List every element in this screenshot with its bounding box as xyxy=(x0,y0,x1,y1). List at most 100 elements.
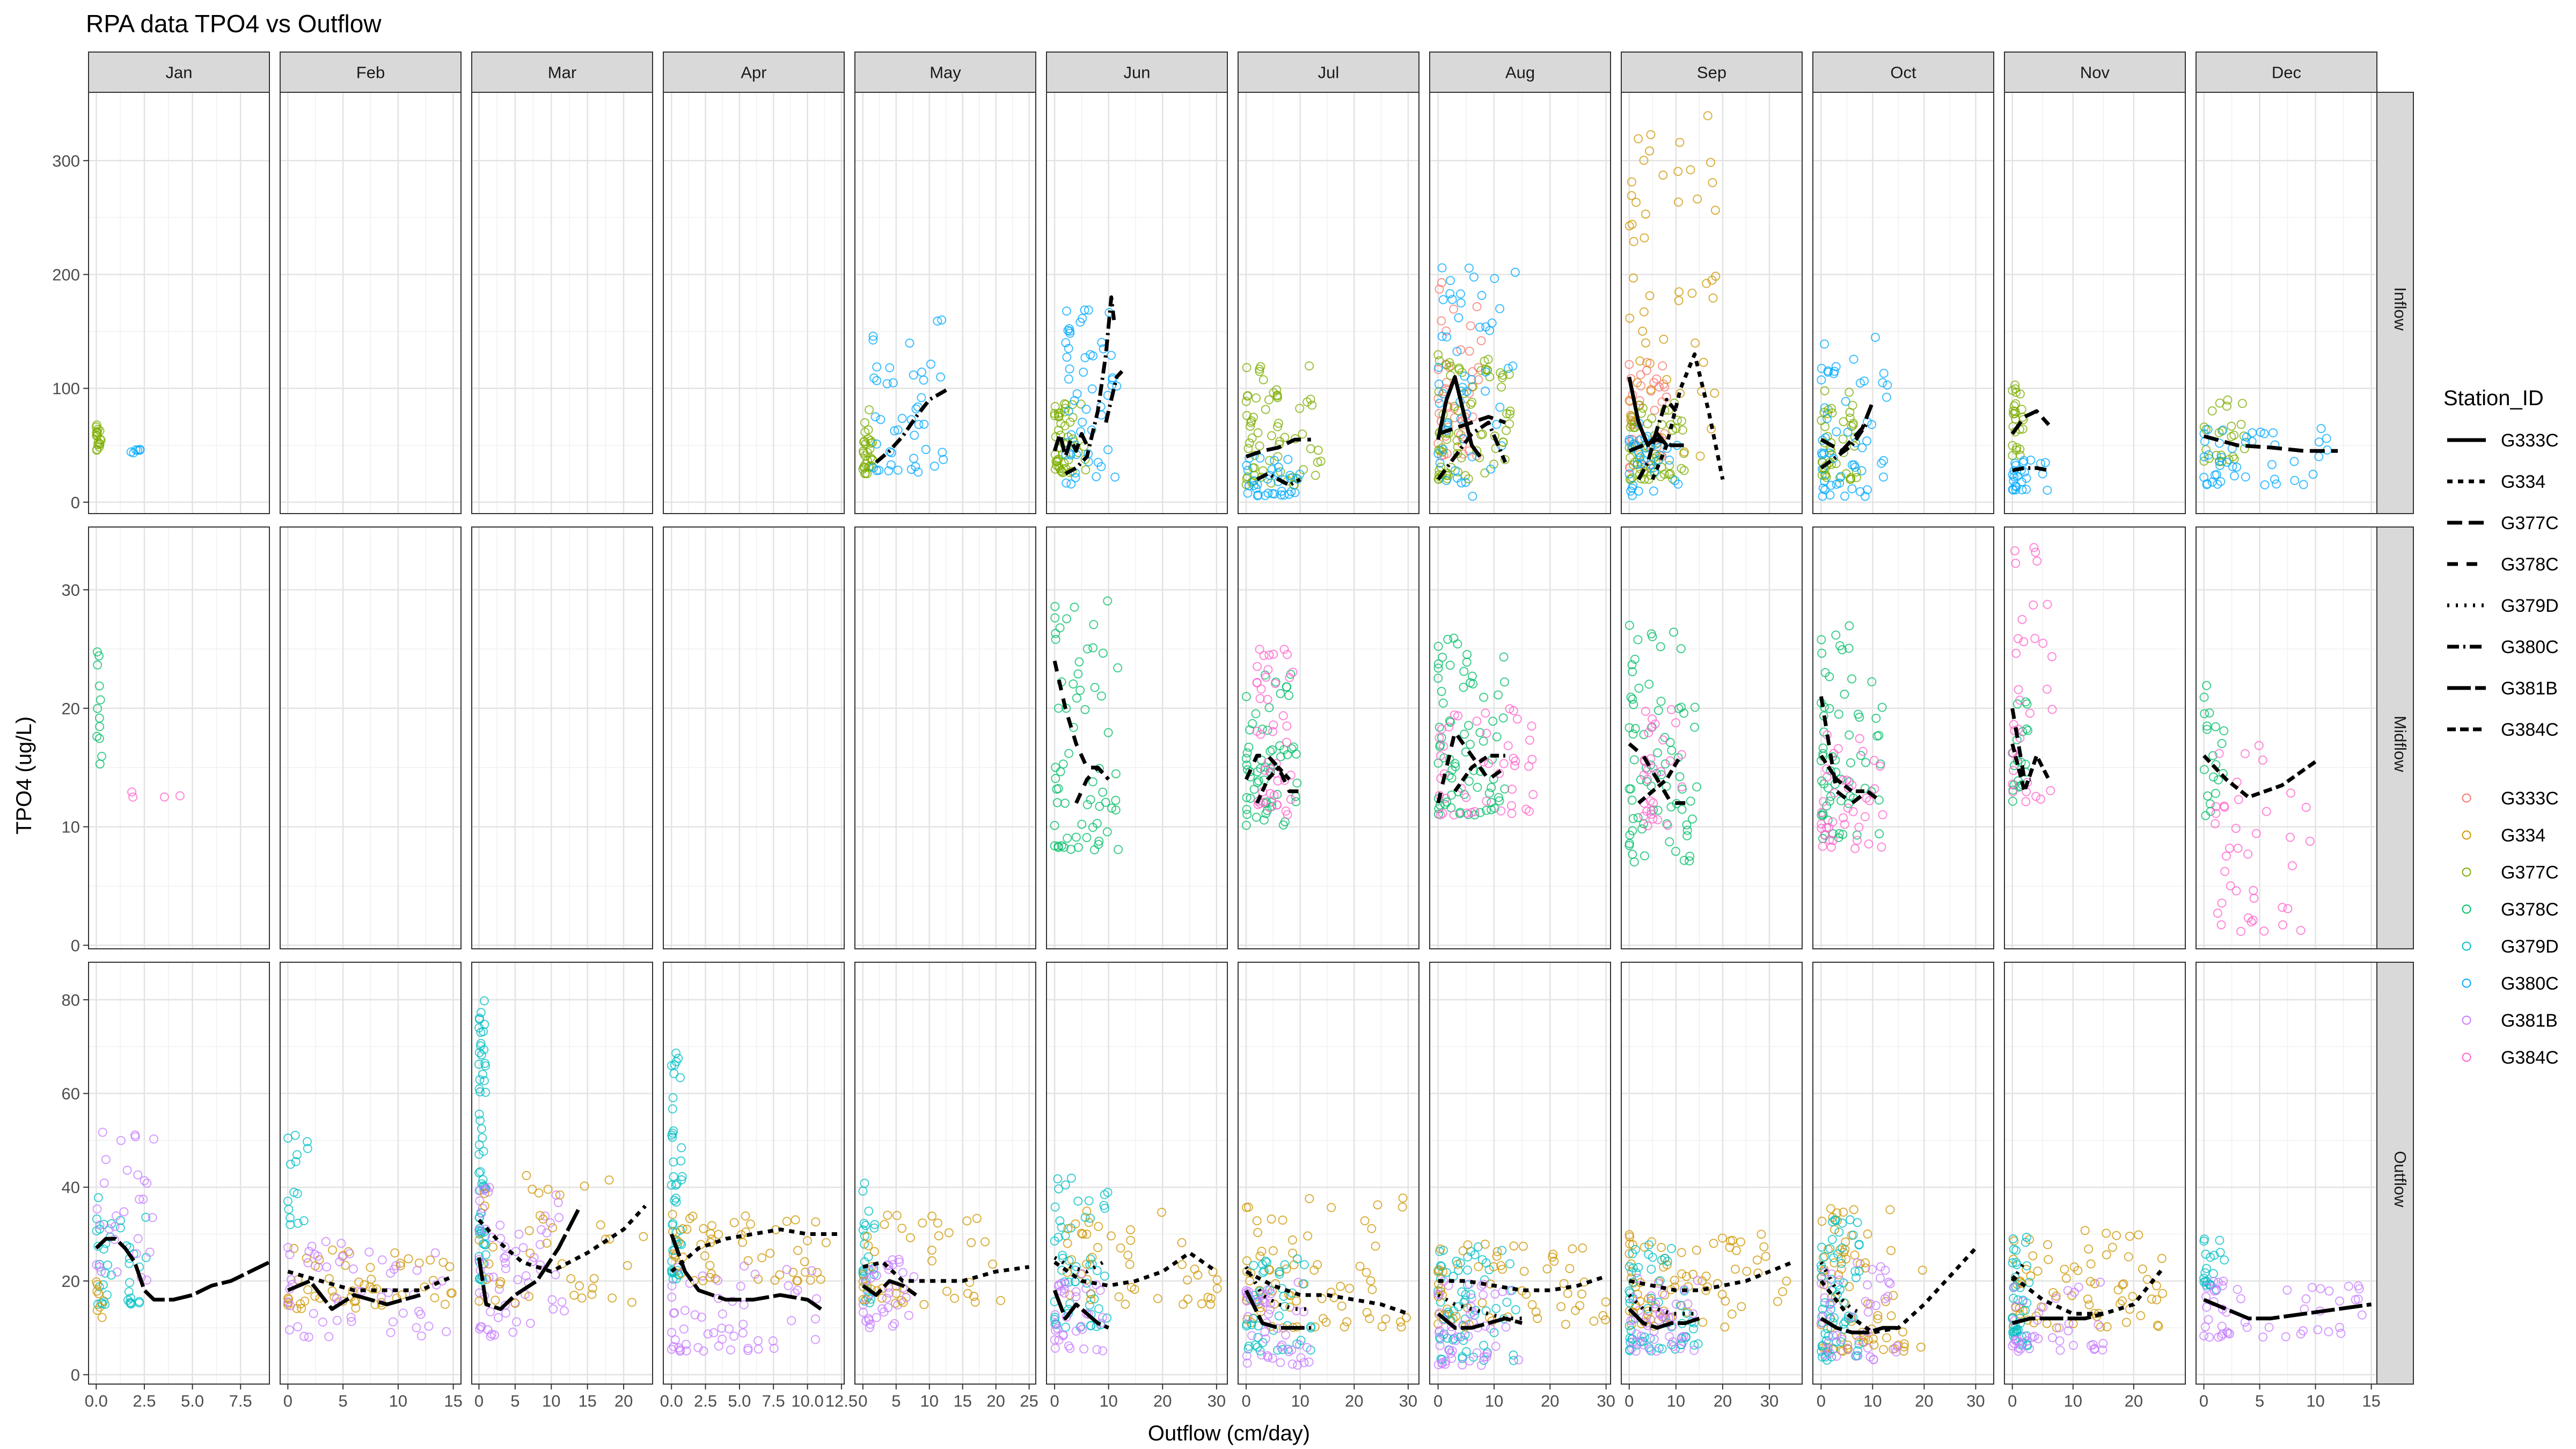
x-tick-label: 0.0 xyxy=(85,1392,108,1410)
data-point-g334 xyxy=(1518,1241,1528,1251)
data-point-g334 xyxy=(898,1298,908,1307)
x-tick-label: 30 xyxy=(1966,1392,1985,1410)
data-point-g381b xyxy=(898,1268,908,1277)
data-point-g334 xyxy=(706,1238,715,1247)
data-point-g378c xyxy=(1445,661,1455,670)
data-point-g334 xyxy=(942,1286,952,1296)
data-point-g381b xyxy=(1654,1315,1664,1325)
panel-midflow-oct xyxy=(1812,526,1994,949)
data-point-g377c xyxy=(1820,386,1829,396)
data-point-g380c xyxy=(1843,427,1853,437)
data-point-g378c xyxy=(1086,795,1095,804)
data-point-g381b xyxy=(140,1176,149,1185)
data-point-g380c xyxy=(1064,374,1073,384)
data-point-g378c xyxy=(1094,836,1104,846)
data-point-g380c xyxy=(2204,450,2213,460)
trend-line-g378c xyxy=(1628,742,1686,805)
legend-point-label: G378C xyxy=(2501,899,2559,920)
data-point-g334 xyxy=(1288,1248,1298,1258)
data-point-g380c xyxy=(1435,398,1444,408)
data-point-g379d xyxy=(1816,1261,1826,1270)
data-point-g379d xyxy=(1497,1246,1507,1255)
data-point-g377c xyxy=(1307,400,1317,410)
data-point-g384c xyxy=(1496,806,1506,816)
data-point-g377c xyxy=(865,405,874,415)
data-point-g381b xyxy=(398,1308,408,1318)
data-point-g378c xyxy=(1242,748,1252,758)
panel-marks xyxy=(2008,1226,2168,1356)
panel-background xyxy=(1238,962,1419,1384)
data-point-g334 xyxy=(524,1226,534,1235)
row-strip-background xyxy=(2375,92,2414,514)
data-point-g384c xyxy=(1666,705,1676,714)
data-point-g334 xyxy=(390,1248,400,1258)
data-point-g379d xyxy=(293,1218,303,1228)
data-point-g378c xyxy=(1073,843,1083,852)
data-point-g381b xyxy=(493,1313,503,1322)
data-point-g379d xyxy=(474,1168,484,1177)
x-tick-label: 30 xyxy=(1597,1392,1615,1410)
data-point-g384c xyxy=(1265,803,1275,813)
data-point-g381b xyxy=(286,1275,296,1284)
data-point-g384c xyxy=(1525,735,1534,745)
strip-label: Feb xyxy=(356,63,385,82)
data-point-g384c xyxy=(2025,708,2035,718)
data-point-g334 xyxy=(1737,1302,1746,1312)
panel-border xyxy=(88,962,270,1385)
data-point-g378c xyxy=(1838,830,1848,839)
data-point-g378c xyxy=(1690,702,1700,712)
data-point-g378c xyxy=(1437,686,1446,696)
data-point-g334 xyxy=(1589,1316,1599,1326)
data-point-g378c xyxy=(1656,697,1666,706)
data-point-g381b xyxy=(513,1275,523,1284)
data-point-g334 xyxy=(1659,334,1668,344)
data-point-g381b xyxy=(537,1225,546,1234)
data-point-g379d xyxy=(858,1225,868,1235)
data-point-g379d xyxy=(668,1093,678,1102)
data-point-g378c xyxy=(1479,692,1489,702)
row-strip-label: Outflow xyxy=(2391,1151,2410,1208)
data-point-g381b xyxy=(1453,1332,1463,1342)
data-point-g381b xyxy=(148,1213,157,1223)
data-point-g378c xyxy=(1627,660,1637,670)
data-point-g380c xyxy=(1263,488,1273,498)
data-point-g377c xyxy=(2229,430,2239,440)
data-point-g379d xyxy=(1839,1319,1849,1329)
trend-line-g379d xyxy=(2010,1261,2026,1282)
data-point-g379d xyxy=(2022,1232,2031,1242)
strip-background xyxy=(1429,52,1611,93)
data-point-g379d xyxy=(1457,1287,1467,1297)
data-point-g384c xyxy=(2038,639,2048,648)
data-point-g381b xyxy=(283,1297,293,1307)
data-point-g377c xyxy=(1496,368,1505,378)
data-point-g379d xyxy=(2200,1268,2210,1278)
data-point-g334 xyxy=(962,1216,972,1226)
panel-marks xyxy=(858,1179,1030,1333)
data-point-g334 xyxy=(793,1246,803,1255)
data-point-g334 xyxy=(1114,1292,1124,1302)
data-point-g378c xyxy=(1070,602,1079,612)
data-point-g379d xyxy=(2220,1255,2229,1265)
data-point-g384c xyxy=(1453,711,1463,721)
data-point-g378c xyxy=(1254,776,1263,786)
data-point-g381b xyxy=(2016,1344,2025,1354)
data-point-g380c xyxy=(1879,456,1889,465)
data-point-g381b xyxy=(2336,1328,2346,1338)
data-point-g380c xyxy=(2040,458,2050,467)
data-point-g380c xyxy=(1435,458,1445,468)
x-tick-label: 0 xyxy=(474,1392,484,1410)
data-point-g333c xyxy=(1449,304,1459,314)
data-point-g377c xyxy=(866,453,875,463)
data-point-g379d xyxy=(292,1150,302,1160)
panel-inflow-sep xyxy=(1621,92,1803,514)
data-point-g377c xyxy=(1241,397,1251,406)
data-point-g381b xyxy=(324,1332,334,1342)
data-point-g377c xyxy=(1306,444,1315,453)
data-point-g381b xyxy=(1059,1288,1069,1298)
data-point-g380c xyxy=(872,362,882,372)
data-point-g379d xyxy=(1299,1279,1309,1289)
data-point-g377c xyxy=(1446,361,1455,371)
data-point-g381b xyxy=(304,1332,313,1342)
panel-background xyxy=(855,527,1036,949)
data-point-g334 xyxy=(919,1300,929,1309)
